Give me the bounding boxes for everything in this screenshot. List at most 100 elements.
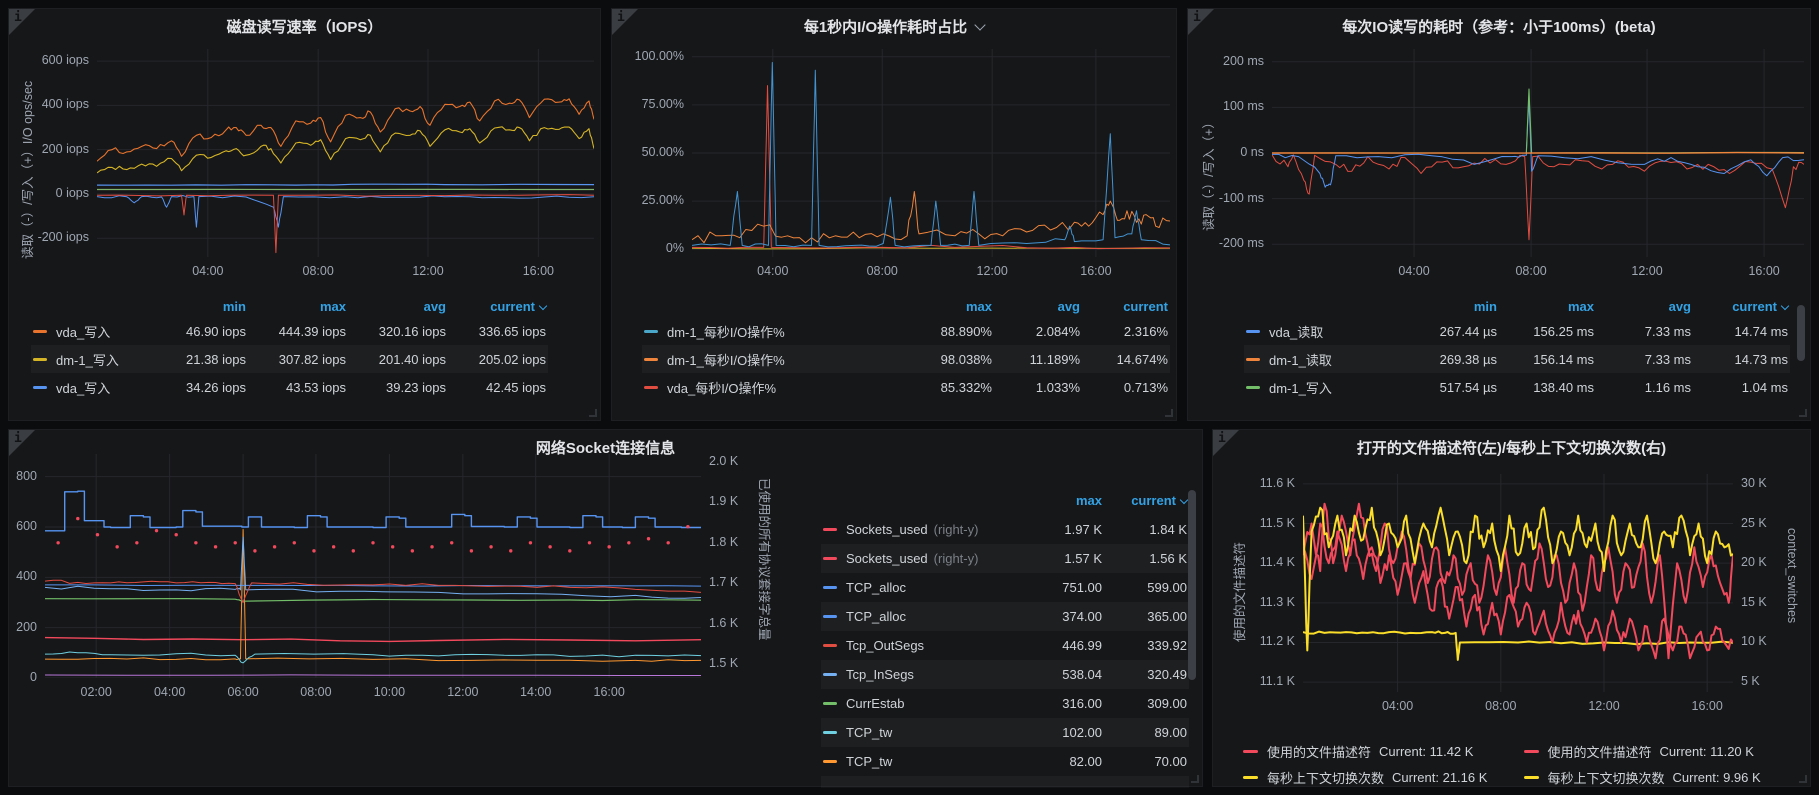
series-color-dash[interactable]: [644, 385, 658, 389]
x-tick-label: 16:00: [522, 264, 554, 278]
chart-fds-context-switches[interactable]: [1303, 474, 1733, 692]
legend-header-max[interactable]: max: [965, 298, 992, 314]
plot-canvas[interactable]: [1272, 49, 1804, 257]
panel-resize-handle[interactable]: [1799, 775, 1807, 783]
legend-row[interactable]: vda_写入 34.26 iops 43.53 iops 39.23 iops 42.4…: [31, 373, 548, 401]
title-dropdown-caret[interactable]: [974, 19, 986, 31]
series-color-dash[interactable]: [823, 528, 837, 531]
plot-canvas[interactable]: [45, 454, 701, 678]
chart-network-sockets[interactable]: [45, 454, 701, 678]
series-color-dash[interactable]: [823, 731, 837, 734]
legend-value: 14.73 ms: [1734, 351, 1788, 367]
panel-resize-handle[interactable]: [1191, 775, 1199, 783]
legend-header-max[interactable]: max: [1567, 298, 1594, 314]
panel-resize-handle[interactable]: [1165, 409, 1173, 417]
panel-title-text: 每1秒内I/O操作耗时占比: [803, 19, 968, 36]
y-tick-label: 20 K: [1741, 555, 1767, 570]
legend-header-current[interactable]: current: [1123, 298, 1168, 314]
panel-title[interactable]: 磁盘读写速率（IOPS）: [49, 16, 560, 37]
panel-title[interactable]: 网络Socket连接信息: [49, 437, 1162, 458]
legend-row[interactable]: vda_读取 267.44 µs 156.25 ms 7.33 ms 14.74 ms: [1244, 317, 1790, 345]
legend-row[interactable]: vda_写入 46.90 iops 444.39 iops 320.16 iops 33…: [31, 317, 548, 345]
panel-title[interactable]: 打开的文件描述符(左)/每秒上下文切换次数(右): [1253, 437, 1770, 458]
series-color-dash[interactable]: [33, 385, 47, 389]
series-color-dash[interactable]: [823, 702, 837, 705]
legend-row[interactable]: TCP_alloc 751.00 599.00: [821, 573, 1189, 602]
legend-row[interactable]: dm-1_读取 269.38 µs 156.14 ms 7.33 ms 14.73 ms: [1244, 345, 1790, 373]
series-color-dash[interactable]: [33, 357, 47, 361]
series-point: [686, 524, 690, 529]
series-name: vda_读取: [1269, 324, 1324, 340]
legend-row[interactable]: Sockets_used (right-y) 1.97 K 1.84 K: [821, 515, 1189, 544]
series-name: TCP_alloc: [846, 580, 906, 595]
legend-header-current[interactable]: current: [446, 299, 548, 314]
panel-info-icon[interactable]: i: [1188, 9, 1214, 35]
legend-header-current[interactable]: current: [1102, 493, 1189, 508]
series-color-dash[interactable]: [1246, 385, 1260, 389]
legend-value: 2.084%: [1035, 323, 1080, 339]
x-tick-label: 16:00: [593, 685, 625, 699]
chart-disk-iops[interactable]: [97, 49, 594, 257]
legend-value: 42.45 iops: [486, 379, 546, 395]
legend-row[interactable]: Tcp_OutSegs 446.99 339.92: [821, 631, 1189, 660]
series-color-dash[interactable]: [823, 760, 837, 763]
plot-canvas[interactable]: [1303, 474, 1733, 692]
series-current-value: Current: 9.96 K: [1672, 769, 1761, 785]
legend-row[interactable]: dm-1_每秒I/O操作% 88.890% 2.084% 2.316%: [642, 317, 1170, 345]
series-color-dash[interactable]: [1246, 329, 1260, 333]
series-color-dash[interactable]: [823, 586, 837, 589]
panel-info-icon[interactable]: i: [1213, 430, 1239, 456]
legend-row[interactable]: TCP_alloc 374.00 365.00: [821, 602, 1189, 631]
legend-row[interactable]: dm-1_每秒I/O操作% 98.038% 11.189% 14.674%: [642, 345, 1170, 373]
legend-row[interactable]: TCP_tw 102.00 89.00: [821, 718, 1189, 747]
legend-header-max[interactable]: max: [1075, 493, 1102, 508]
legend-header-min[interactable]: min: [1473, 298, 1497, 314]
panel-resize-handle[interactable]: [589, 409, 597, 417]
series-color-dash[interactable]: [644, 357, 658, 361]
legend-row[interactable]: vda_每秒I/O操作% 85.332% 1.033% 0.713%: [642, 373, 1170, 401]
legend-item[interactable]: 使用的文件描述符 Current: 11.42 K: [1243, 740, 1524, 762]
panel-title[interactable]: 每1秒内I/O操作耗时占比: [652, 16, 1136, 37]
legend-item[interactable]: 每秒上下文切换次数 Current: 21.16 K: [1243, 766, 1524, 788]
series-color-dash[interactable]: [644, 329, 658, 333]
series-color-dash[interactable]: [823, 615, 837, 618]
legend-row[interactable]: CurrEstab 316.00 309.00: [821, 689, 1189, 718]
plot-canvas[interactable]: [692, 49, 1170, 257]
legend-row[interactable]: Tcp_InSegs 538.04 320.49: [821, 660, 1189, 689]
legend-header-avg[interactable]: avg: [423, 298, 446, 314]
legend-header-max[interactable]: max: [319, 298, 346, 314]
panel-info-icon[interactable]: i: [9, 430, 35, 456]
panel-title[interactable]: 每次IO读写的耗时（参考：小于100ms）(beta): [1228, 16, 1770, 37]
legend-header-current[interactable]: current: [1691, 299, 1790, 314]
legend-row[interactable]: TCP_tw 82.00 70.00: [821, 747, 1189, 776]
legend-header-avg[interactable]: avg: [1668, 298, 1691, 314]
legend-header-avg[interactable]: avg: [1057, 298, 1080, 314]
legend-scrollbar[interactable]: [1797, 305, 1805, 361]
legend-row[interactable]: [821, 776, 1189, 788]
legend-row[interactable]: dm-1_写入 21.38 iops 307.82 iops 201.40 iops 2…: [31, 345, 548, 373]
legend-item[interactable]: 使用的文件描述符 Current: 11.20 K: [1523, 740, 1805, 762]
chart-io-latency[interactable]: [1272, 49, 1804, 257]
series-color-dash[interactable]: [1246, 357, 1260, 361]
legend-row[interactable]: Sockets_used (right-y) 1.57 K 1.56 K: [821, 544, 1189, 573]
legend-scrollbar[interactable]: [1188, 490, 1196, 680]
legend-row[interactable]: dm-1_写入 517.54 µs 138.40 ms 1.16 ms 1.04 ms: [1244, 373, 1790, 401]
plot-canvas[interactable]: [97, 49, 594, 257]
legend-header-min[interactable]: min: [222, 298, 246, 314]
legend-value: 1.033%: [1035, 379, 1080, 395]
series-color-dash[interactable]: [33, 329, 47, 333]
y-tick-label: 11.2 K: [1259, 634, 1295, 649]
series-color-dash[interactable]: [823, 557, 837, 560]
series-color-dash[interactable]: [823, 644, 837, 647]
chart-io-wait-percent[interactable]: [692, 49, 1170, 257]
legend-value: 1.04 ms: [1741, 379, 1788, 395]
legend-item[interactable]: 每秒上下文切换次数 Current: 9.96 K: [1523, 766, 1805, 788]
panel-io-latency: i 每次IO读写的耗时（参考：小于100ms）(beta) 读取（-）/写入（+…: [1187, 8, 1811, 421]
series-color-dash[interactable]: [823, 673, 837, 676]
panel-info-icon[interactable]: i: [612, 9, 638, 35]
panel-resize-handle[interactable]: [1799, 409, 1807, 417]
panel-info-icon[interactable]: i: [9, 9, 35, 35]
y-tick-label: 100 ms: [1223, 99, 1264, 114]
series-name: dm-1_写入: [56, 352, 119, 368]
x-tick-label: 12:00: [976, 264, 1008, 278]
